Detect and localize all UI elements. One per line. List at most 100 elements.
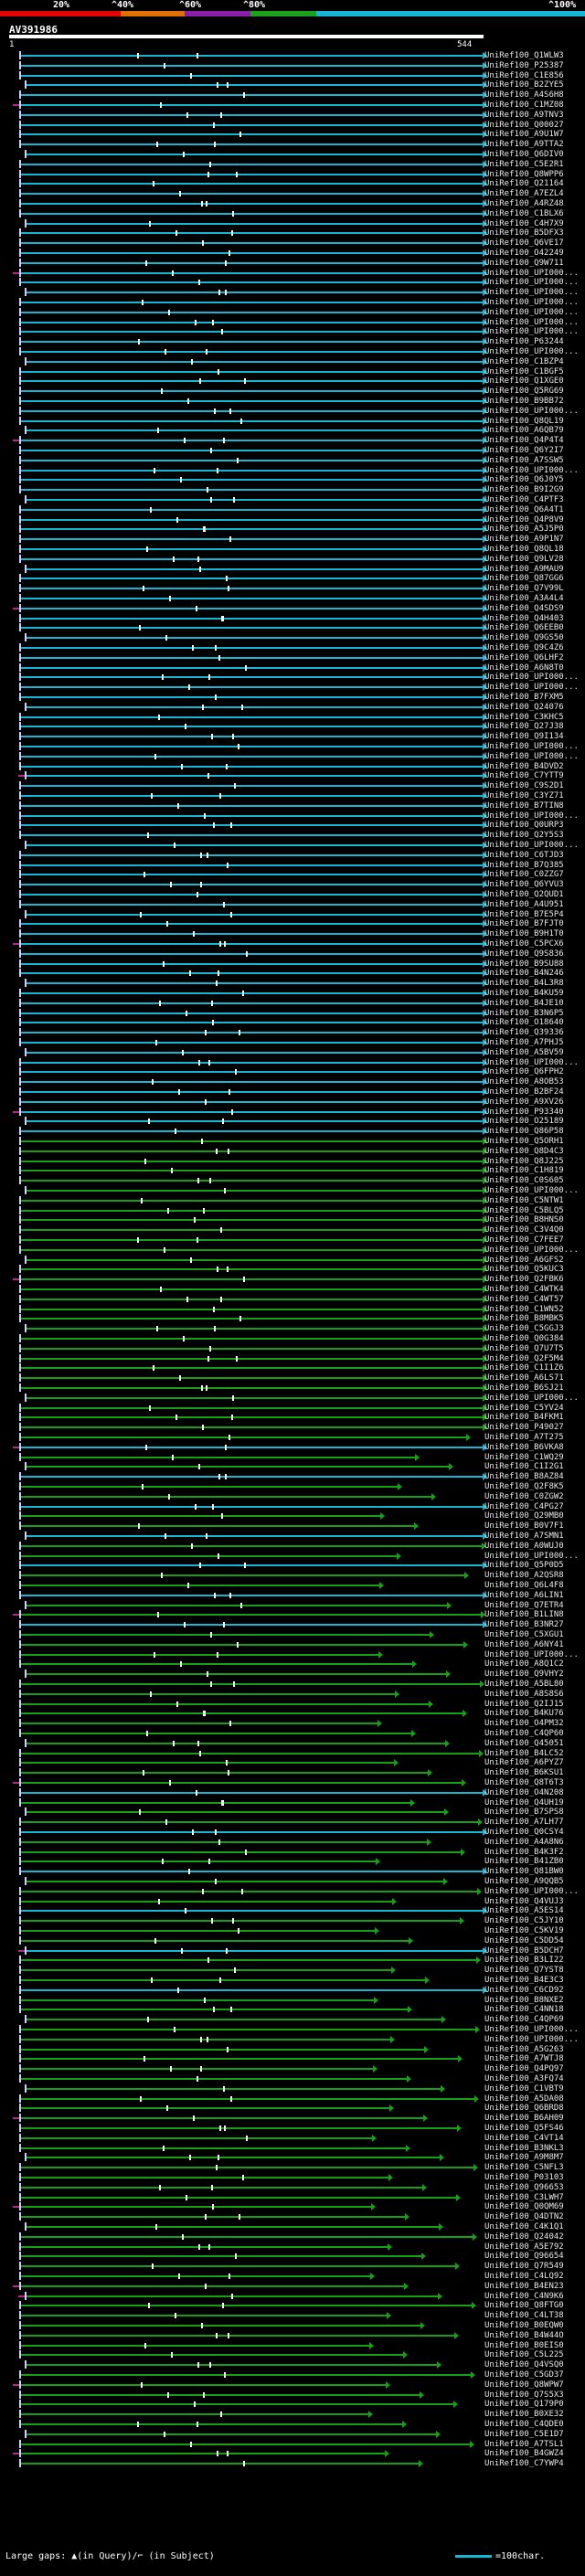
hit-label[interactable]: UniRef100_B7E5P4 [484,909,564,919]
hit-label[interactable]: UniRef100_C4VT14 [484,2133,564,2143]
hit-label[interactable]: UniRef100_B5DCH7 [484,1945,564,1956]
hit-label[interactable]: UniRef100_Q86P58 [484,1127,564,1137]
hit-label[interactable]: UniRef100_UPI000... [484,1245,579,1255]
hit-label[interactable]: UniRef100_UPI000... [484,465,579,475]
hit-label[interactable]: UniRef100_Q2FBK6 [484,1275,564,1285]
hit-label[interactable]: UniRef100_B0V7F1 [484,1521,564,1532]
hit-label[interactable]: UniRef100_Q5P0D5 [484,1561,564,1571]
hit-label[interactable]: UniRef100_Q4H403 [484,613,564,623]
hit-label[interactable]: UniRef100_C4QDE0 [484,2420,564,2429]
hit-label[interactable]: UniRef100_A9TNV3 [484,110,564,120]
hit-label[interactable]: UniRef100_UPI000... [484,673,579,683]
hit-label[interactable]: UniRef100_C5GD37 [484,2370,564,2380]
hit-label[interactable]: UniRef100_C6TJD3 [484,850,564,860]
hit-label[interactable]: UniRef100_Q0QM69 [484,2202,564,2212]
hit-label[interactable]: UniRef100_B4L3R8 [484,979,564,989]
hit-label[interactable]: UniRef100_C0ZGW2 [484,1491,564,1501]
hit-label[interactable]: UniRef100_C5YV24 [484,1403,564,1413]
hit-label[interactable]: UniRef100_Q8T6T3 [484,1778,564,1787]
hit-label[interactable]: UniRef100_Q4P4T4 [484,436,564,446]
hit-label[interactable]: UniRef100_A5G263 [484,2044,564,2054]
hit-label[interactable]: UniRef100_Q9GS50 [484,633,564,643]
hit-label[interactable]: UniRef100_B4W44O [484,2330,564,2340]
hit-label[interactable]: UniRef100_Q4UH19 [484,1797,564,1807]
hit-label[interactable]: UniRef100_A4RZ48 [484,199,564,208]
hit-label[interactable]: UniRef100_Q6BRD8 [484,2104,564,2114]
hit-label[interactable]: UniRef100_UPI000... [484,406,579,416]
hit-label[interactable]: UniRef100_B4DVD2 [484,761,564,771]
hit-label[interactable]: UniRef100_C9S2D1 [484,781,564,791]
hit-label[interactable]: UniRef100_C6CD92 [484,1985,564,1995]
hit-label[interactable]: UniRef100_A5BL80 [484,1680,564,1689]
hit-label[interactable]: UniRef100_UPI000... [484,2025,579,2034]
hit-label[interactable]: UniRef100_UPI000... [484,1393,579,1403]
hit-label[interactable]: UniRef100_B8AZ84 [484,1472,564,1482]
hit-label[interactable]: UniRef100_Q2F8K5 [484,1482,564,1491]
hit-label[interactable]: UniRef100_Q8QL19 [484,416,564,426]
hit-label[interactable]: UniRef100_A6PYZ7 [484,1758,564,1768]
hit-label[interactable]: UniRef100_B9SU88 [484,959,564,969]
hit-label[interactable]: UniRef100_A7SMN1 [484,1532,564,1541]
hit-label[interactable]: UniRef100_UPI000... [484,1186,579,1195]
hit-label[interactable]: UniRef100_B2BF24 [484,1087,564,1097]
hit-label[interactable]: UniRef100_Q96654 [484,2252,564,2262]
hit-label[interactable]: UniRef100_Q87GG6 [484,574,564,584]
hit-label[interactable]: UniRef100_B8MBK5 [484,1314,564,1324]
hit-label[interactable]: UniRef100_B1LIN8 [484,1610,564,1620]
hit-label[interactable]: UniRef100_Q6VE17 [484,239,564,249]
hit-label[interactable]: UniRef100_A0WUJ0 [484,1541,564,1551]
hit-label[interactable]: UniRef100_Q2F5M4 [484,1353,564,1363]
hit-label[interactable]: UniRef100_C7YTT9 [484,771,564,781]
hit-label[interactable]: UniRef100_A7WTJ8 [484,2054,564,2064]
hit-label[interactable]: UniRef100_Q45051 [484,1738,564,1748]
hit-label[interactable]: UniRef100_Q81BW0 [484,1867,564,1877]
hit-label[interactable]: UniRef100_C4NN18 [484,2005,564,2015]
hit-label[interactable]: UniRef100_C1WN52 [484,1304,564,1314]
hit-label[interactable]: UniRef100_C0ZZG7 [484,870,564,880]
hit-label[interactable]: UniRef100_B6AH09 [484,2114,564,2124]
hit-label[interactable]: UniRef100_A8S8S6 [484,1689,564,1699]
hit-label[interactable]: UniRef100_A9XV26 [484,1097,564,1107]
hit-label[interactable]: UniRef100_Q0G384 [484,1334,564,1343]
hit-label[interactable]: UniRef100_UPI000... [484,751,579,761]
hit-label[interactable]: UniRef100_B7FXM5 [484,693,564,702]
hit-label[interactable]: UniRef100_B0EIS0 [484,2340,564,2350]
hit-label[interactable]: UniRef100_Q2IJ15 [484,1699,564,1709]
hit-label[interactable]: UniRef100_C1I1Z6 [484,1363,564,1373]
hit-label[interactable]: UniRef100_UPI000... [484,298,579,307]
hit-label[interactable]: UniRef100_P25387 [484,60,564,70]
hit-label[interactable]: UniRef100_B6SJ21 [484,1383,564,1393]
hit-label[interactable]: UniRef100_Q6FPH2 [484,1067,564,1077]
hit-label[interactable]: UniRef100_A5ES14 [484,1906,564,1916]
hit-label[interactable]: UniRef100_C4PG27 [484,1501,564,1511]
hit-label[interactable]: UniRef100_Q4DTN2 [484,2212,564,2222]
hit-label[interactable]: UniRef100_Q9VHY2 [484,1670,564,1680]
hit-label[interactable]: UniRef100_Q7V99L [484,584,564,594]
hit-label[interactable]: UniRef100_UPI000... [484,742,579,751]
hit-label[interactable]: UniRef100_A6GFS2 [484,1255,564,1265]
hit-label[interactable]: UniRef100_Q29MB0 [484,1511,564,1521]
hit-label[interactable]: UniRef100_UPI000... [484,317,579,327]
hit-label[interactable]: UniRef100_A5J5P0 [484,525,564,535]
hit-label[interactable]: UniRef100_B8HNS0 [484,1215,564,1225]
hit-label[interactable]: UniRef100_Q5KUC3 [484,1265,564,1275]
hit-label[interactable]: UniRef100_UPI000... [484,1886,579,1896]
hit-label[interactable]: UniRef100_Q4P8V9 [484,514,564,525]
hit-label[interactable]: UniRef100_C5DD54 [484,1935,564,1945]
hit-label[interactable]: UniRef100_Q2QUD1 [484,890,564,899]
hit-label[interactable]: UniRef100_A9P1N7 [484,535,564,545]
hit-label[interactable]: UniRef100_C1E856 [484,70,564,80]
hit-label[interactable]: UniRef100_B9I2G9 [484,485,564,495]
hit-label[interactable]: UniRef100_A9MAU9 [484,564,564,574]
hit-label[interactable]: UniRef100_UPI000... [484,683,579,693]
hit-label[interactable]: UniRef100_B4KU59 [484,989,564,998]
hit-label[interactable]: UniRef100_C1BLX6 [484,208,564,218]
hit-label[interactable]: UniRef100_C4N9K6 [484,2291,564,2301]
hit-label[interactable]: UniRef100_C4H7X9 [484,218,564,228]
hit-label[interactable]: UniRef100_B9H1T0 [484,929,564,939]
hit-label[interactable]: UniRef100_B5DFX3 [484,228,564,239]
hit-label[interactable]: UniRef100_UPI000... [484,811,579,821]
hit-label[interactable]: UniRef100_Q24042 [484,2231,564,2242]
hit-label[interactable]: UniRef100_Q179P0 [484,2400,564,2410]
hit-label[interactable]: UniRef100_P63244 [484,337,564,347]
